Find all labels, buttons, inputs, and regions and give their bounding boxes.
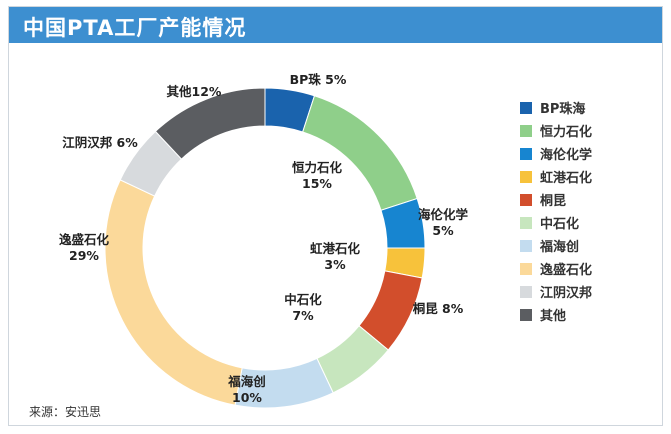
legend-item-9: 江阴汉邦 [520, 280, 650, 303]
slice-2 [302, 95, 418, 211]
legend-item-10: 其他 [520, 303, 650, 326]
slice-10 [154, 87, 266, 160]
legend-label: 中石化 [540, 217, 580, 232]
legend-swatch [520, 308, 532, 321]
legend-swatch [520, 239, 532, 252]
legend-label: 虹港石化 [540, 171, 593, 186]
legend-label: 逸盛石化 [540, 263, 593, 278]
slice-label-5: 桐昆 8% [413, 301, 464, 316]
slice-label-10: 其他12% [167, 84, 222, 99]
legend-label: BP珠海 [540, 102, 586, 117]
legend-item-5: 桐昆 [520, 188, 650, 211]
legend-label: 桐昆 [540, 194, 567, 209]
slice-label-4: 虹港石化 3% [310, 241, 361, 272]
slice-8 [104, 179, 243, 406]
legend-item-2: 恒力石化 [520, 119, 650, 142]
slice-label-6: 中石化 7% [284, 292, 322, 323]
legend-swatch [520, 170, 532, 183]
legend-swatch [520, 285, 532, 298]
legend-label: 福海创 [540, 240, 580, 255]
chart-title: 中国PTA工厂产能情况 [23, 16, 247, 40]
legend-swatch [520, 147, 532, 160]
legend-swatch [520, 101, 532, 114]
legend-swatch [520, 216, 532, 229]
source-note: 来源：安迅思 [29, 405, 102, 419]
slice-label-7: 福海创 10% [227, 374, 266, 405]
slice-label-1: BP珠 5% [290, 72, 347, 87]
legend-item-8: 逸盛石化 [520, 257, 650, 280]
legend-item-7: 福海创 [520, 234, 650, 257]
legend-item-6: 中石化 [520, 211, 650, 234]
legend-swatch [520, 262, 532, 275]
legend-swatch [520, 193, 532, 206]
slice-label-2: 恒力石化 15% [292, 160, 343, 191]
legend-label: 其他 [540, 309, 567, 324]
slice-label-8: 逸盛石化 29% [59, 232, 110, 263]
legend-label: 海伦化学 [540, 148, 593, 163]
chart-legend: BP珠海恒力石化海伦化学虹港石化桐昆中石化福海创逸盛石化江阴汉邦其他 [520, 96, 650, 326]
slice-label-3: 海伦化学 5% [418, 207, 469, 238]
slice-label-9: 江阴汉邦 6% [62, 135, 138, 150]
legend-item-4: 虹港石化 [520, 165, 650, 188]
legend-item-3: 海伦化学 [520, 142, 650, 165]
legend-label: 恒力石化 [540, 125, 593, 140]
legend-label: 江阴汉邦 [540, 286, 593, 301]
legend-swatch [520, 124, 532, 137]
legend-item-1: BP珠海 [520, 96, 650, 119]
title-bar: 中国PTA工厂产能情况 [9, 7, 662, 43]
